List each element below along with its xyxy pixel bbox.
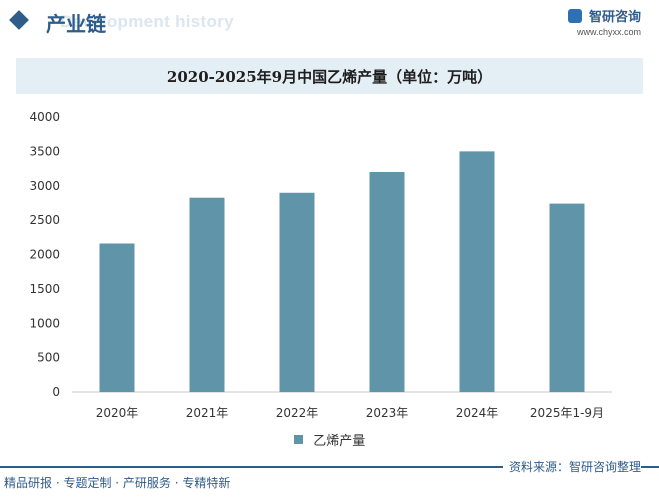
x-tick-label: 2022年 — [276, 406, 319, 420]
bar — [459, 151, 495, 392]
x-tick-label: 2020年 — [96, 406, 139, 420]
x-tick-label: 2023年 — [366, 406, 409, 420]
x-tick-label: 2025年1-9月 — [530, 406, 604, 420]
chart-title: 2020-2025年9月中国乙烯产量（单位：万吨） — [166, 67, 493, 86]
brand-name: 智研咨询 — [588, 10, 641, 25]
section-title: 产业链 — [46, 12, 106, 36]
y-tick-label: 1500 — [29, 282, 60, 296]
x-tick-label: 2024年 — [456, 406, 499, 420]
header: Development history 产业链 智研咨询 www.chyxx.c… — [0, 0, 659, 44]
footer-source: 资料来源：智研咨询整理 — [502, 458, 641, 475]
x-tick-label: 2021年 — [186, 406, 229, 420]
legend-swatch — [293, 435, 303, 444]
brand-logo-icon — [567, 8, 582, 23]
y-tick-label: 2500 — [29, 213, 60, 227]
y-tick-label: 3500 — [29, 144, 60, 158]
bar — [99, 243, 135, 392]
bar — [369, 172, 405, 392]
footer-divider — [0, 466, 659, 468]
y-tick-label: 4000 — [29, 110, 60, 124]
footer-services: 精品研报 · 专题定制 · 产研服务 · 专精特新 — [4, 476, 231, 490]
y-tick-label: 2000 — [29, 248, 60, 262]
legend-label: 乙烯产量 — [313, 434, 366, 449]
brand-url: www.chyxx.com — [576, 27, 641, 37]
legend: 乙烯产量 — [0, 430, 659, 449]
chart-title-band: 2020-2025年9月中国乙烯产量（单位：万吨） — [16, 58, 643, 94]
brand: 智研咨询 www.chyxx.com — [567, 6, 641, 37]
y-tick-label: 1000 — [29, 316, 60, 330]
bar — [549, 203, 585, 392]
bar — [279, 192, 315, 392]
y-tick-label: 500 — [37, 351, 60, 365]
y-tick-label: 0 — [52, 385, 60, 399]
header-watermark-text: Development history — [60, 12, 234, 31]
bar — [189, 197, 225, 392]
y-tick-label: 3000 — [29, 179, 60, 193]
